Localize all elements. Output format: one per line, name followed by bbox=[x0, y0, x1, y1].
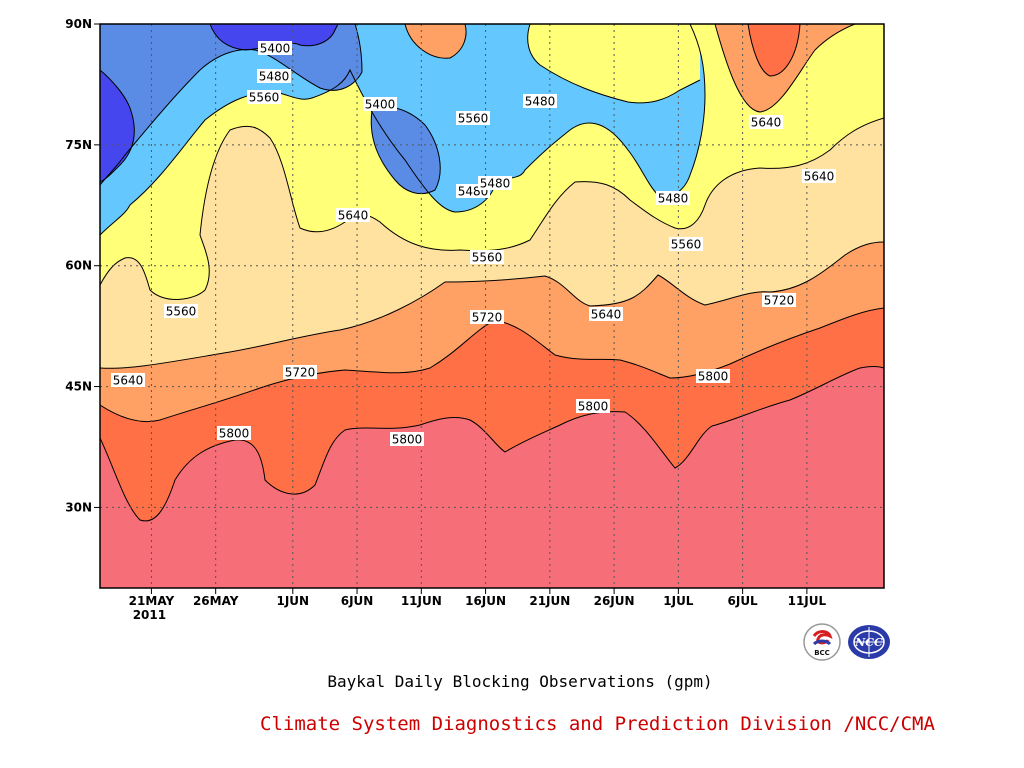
band-below-5400-north bbox=[210, 24, 338, 50]
y-tick-label: 45N bbox=[65, 380, 92, 394]
contour-label: 5480 bbox=[480, 177, 511, 191]
contour-label-bg bbox=[656, 191, 690, 205]
chart-title: Baykal Daily Blocking Observations (gpm) bbox=[327, 672, 713, 691]
contour-label-bg bbox=[470, 310, 504, 324]
contour-label-bg bbox=[478, 176, 512, 190]
contour-line-5800-ne bbox=[747, 24, 801, 77]
grid-lines bbox=[100, 24, 884, 588]
contour-lines bbox=[100, 24, 884, 522]
contour-label: 5480 bbox=[525, 95, 556, 109]
y-tick-label: 30N bbox=[65, 500, 92, 514]
contour-line-5720-north bbox=[404, 24, 467, 59]
contour-label: 5720 bbox=[764, 294, 795, 308]
x-tick-label: 21JUN bbox=[529, 594, 570, 608]
contour-label-bg bbox=[802, 169, 836, 183]
x-tick-label: 26MAY bbox=[193, 594, 239, 608]
x-tick-label: 6JUN bbox=[341, 594, 374, 608]
plot-frame bbox=[99, 23, 885, 589]
contour-line-5480-island bbox=[370, 106, 441, 195]
contour-label-bg bbox=[749, 115, 783, 129]
x-tick-label: 1JUL bbox=[663, 594, 694, 608]
band-5800-ne bbox=[748, 24, 800, 76]
contour-label-bg bbox=[258, 41, 292, 55]
contour-label-bg bbox=[589, 307, 623, 321]
contour-labels: 5400540054805480548054805480556055605560… bbox=[111, 41, 836, 447]
contour-label: 5800 bbox=[578, 400, 609, 414]
x-tick-label: 6JUL bbox=[728, 594, 759, 608]
contour-line-5880 bbox=[100, 366, 884, 522]
contour-label: 5480 bbox=[658, 192, 689, 206]
contour-label-bg bbox=[762, 293, 796, 307]
contour-label-bg bbox=[390, 432, 424, 446]
x-year-label: 2011 bbox=[133, 608, 166, 622]
contour-line-5800 bbox=[100, 307, 884, 423]
svg-text:NCC: NCC bbox=[854, 636, 883, 649]
contour-label: 5480 bbox=[259, 70, 290, 84]
band-above-5880 bbox=[100, 366, 884, 588]
y-tick-label: 60N bbox=[65, 259, 92, 273]
contour-label-bg bbox=[217, 426, 251, 440]
contour-label: 5720 bbox=[285, 366, 316, 380]
contour-label: 5400 bbox=[260, 42, 291, 56]
contour-label-bg bbox=[669, 237, 703, 251]
credit-line: Climate System Diagnostics and Predictio… bbox=[260, 713, 935, 735]
contour-label-bg bbox=[470, 250, 504, 264]
contour-label-bg bbox=[523, 94, 557, 108]
contour-label: 5800 bbox=[698, 370, 729, 384]
x-tick-label: 16JUN bbox=[465, 594, 506, 608]
band-5480-5560-east bbox=[527, 24, 700, 103]
y-tick-label: 90N bbox=[65, 17, 92, 31]
contour-line-5640 bbox=[100, 117, 884, 300]
contour-line-5480 bbox=[100, 24, 363, 186]
svg-text:BCC: BCC bbox=[814, 649, 830, 657]
contour-label: 5400 bbox=[365, 98, 396, 112]
contour-label-bg bbox=[456, 111, 490, 125]
contour-label: 5640 bbox=[804, 170, 835, 184]
contour-label-bg bbox=[283, 365, 317, 379]
contour-label: 5560 bbox=[458, 112, 489, 126]
x-tick-label: 1JUN bbox=[276, 594, 309, 608]
contour-line-5560 bbox=[100, 24, 706, 236]
x-tick-label: 11JUL bbox=[788, 594, 827, 608]
contour-label-bg bbox=[257, 69, 291, 83]
contour-label: 5560 bbox=[249, 91, 280, 105]
contour-label: 5800 bbox=[219, 427, 250, 441]
contour-line-5400 bbox=[100, 69, 135, 183]
contour-label-bg bbox=[696, 369, 730, 383]
contour-label: 5640 bbox=[338, 209, 369, 223]
contour-label: 5640 bbox=[591, 308, 622, 322]
contour-label: 5640 bbox=[113, 374, 144, 388]
contour-label-bg bbox=[363, 97, 397, 111]
contour-label-bg bbox=[247, 90, 281, 104]
contour-line-5720-ne bbox=[714, 24, 856, 113]
band-5400-5480 bbox=[100, 24, 362, 185]
band-5720-5800-north bbox=[405, 24, 467, 59]
contour-label-bg bbox=[111, 373, 145, 387]
bcc-logo: BCC bbox=[803, 623, 841, 661]
x-tick-label: 26JUN bbox=[594, 594, 635, 608]
contour-line-5480-east bbox=[527, 24, 701, 104]
contour-label: 5560 bbox=[671, 238, 702, 252]
contour-label: 5560 bbox=[472, 251, 503, 265]
x-tick-label: 11JUN bbox=[401, 594, 442, 608]
contour-label: 5560 bbox=[166, 305, 197, 319]
contour-line-5720 bbox=[100, 241, 884, 369]
band-5400-5480-island bbox=[371, 106, 441, 194]
contour-label: 5640 bbox=[751, 116, 782, 130]
contour-label-bg bbox=[336, 208, 370, 222]
contour-label-bg bbox=[164, 304, 198, 318]
contour-label: 5720 bbox=[472, 311, 503, 325]
ncc-logo: NCC bbox=[848, 625, 890, 659]
y-tick-label: 75N bbox=[65, 138, 92, 152]
x-tick-label: 21MAY bbox=[129, 594, 175, 608]
contour-label-bg bbox=[576, 399, 610, 413]
contour-label: 5800 bbox=[392, 433, 423, 447]
